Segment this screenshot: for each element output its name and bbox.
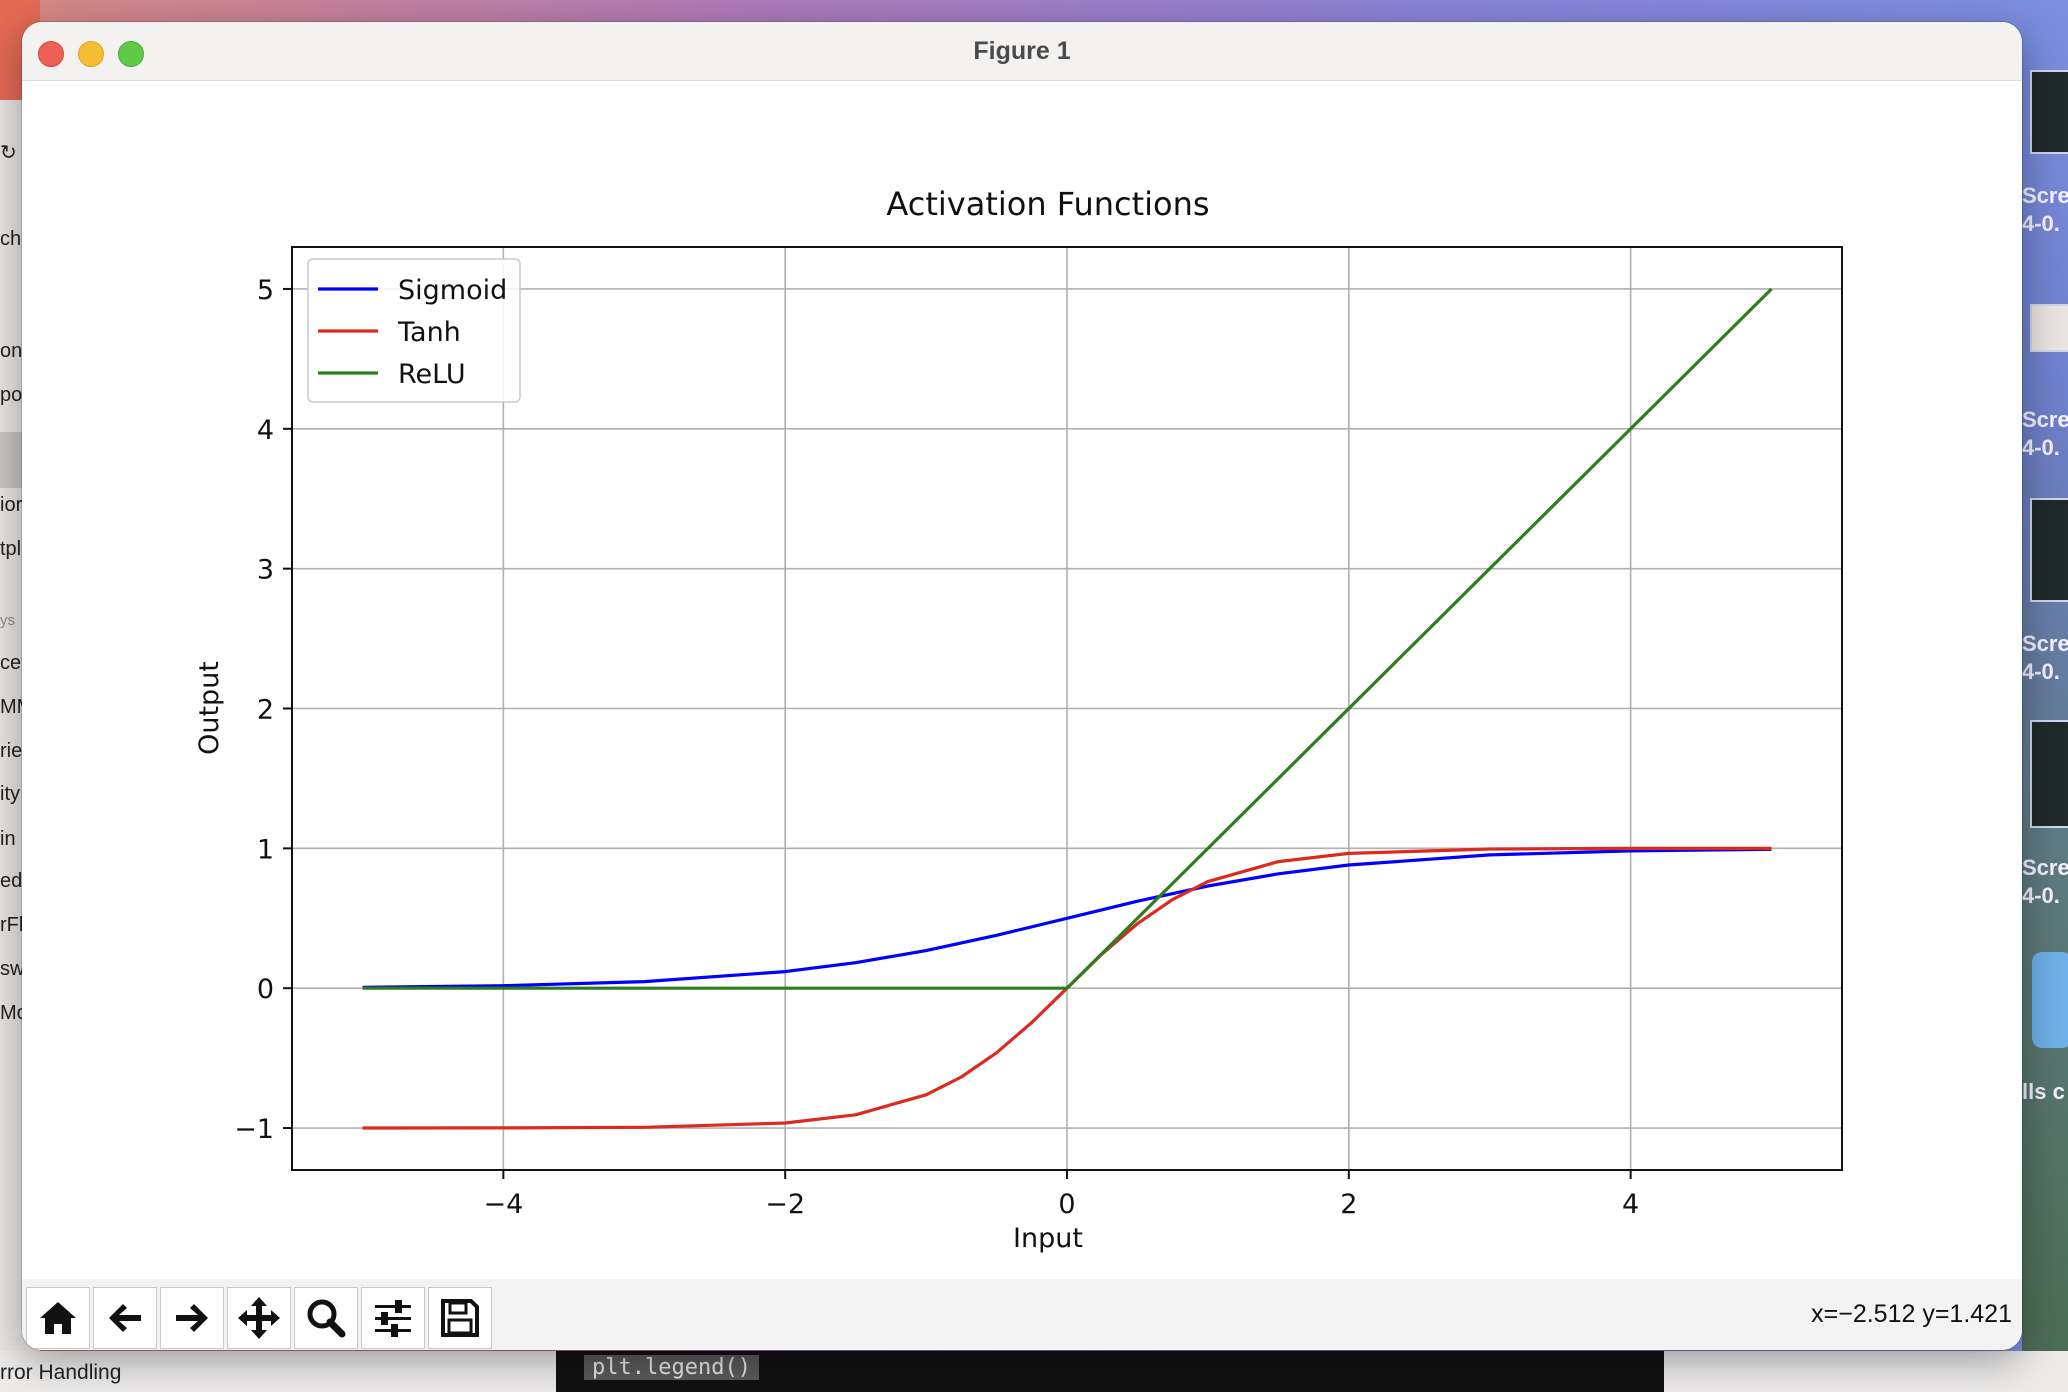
- background-text-fragment: on: [0, 340, 23, 362]
- background-text-fragment: Mo: [0, 1002, 28, 1024]
- background-text-fragment: ed: [0, 870, 23, 892]
- thumbnail-caption: Scre 4-0.: [2022, 183, 2068, 236]
- move-icon: [238, 1297, 280, 1339]
- background-bottom-strip: rror Handling plt.legend(): [0, 1351, 2068, 1392]
- chart-title: Activation Functions: [886, 185, 1209, 223]
- pan-button[interactable]: [227, 1287, 291, 1349]
- screenshot-thumbnail: [2030, 70, 2068, 154]
- title-bar[interactable]: Figure 1: [22, 22, 2022, 81]
- background-text-fragment: ↻: [0, 142, 17, 164]
- x-tick-label: 4: [1622, 1189, 1639, 1220]
- window-title: Figure 1: [973, 37, 1071, 65]
- background-text-fragment: rFl: [0, 914, 24, 936]
- home-icon: [40, 1302, 76, 1334]
- thumbnail-caption: Scre 4-0.: [2022, 631, 2068, 684]
- arrow-left-icon: [109, 1304, 141, 1332]
- magnifier-icon: [307, 1299, 346, 1338]
- legend-box: [307, 258, 521, 403]
- zoom-window-button[interactable]: [118, 41, 144, 67]
- thumbnail-caption: Scre 4-0.: [2022, 407, 2068, 460]
- legend: Sigmoid Tanh ReLU: [307, 258, 521, 403]
- x-tick-label: 2: [1340, 1189, 1357, 1220]
- background-text-fragment: ce: [0, 652, 22, 674]
- background-text-fragment: rie: [0, 740, 23, 762]
- x-tick-label: 0: [1058, 1189, 1075, 1220]
- thumbnail-caption: lls c: [2022, 1079, 2065, 1104]
- save-button[interactable]: [428, 1287, 492, 1349]
- minimize-window-button[interactable]: [78, 41, 104, 67]
- desktop-right-edge: Scre 4-0. Scre 4-0. Scre 4-0. Scre 4-0. lls c: [2022, 0, 2068, 1392]
- y-tick-label: 3: [257, 555, 274, 586]
- legend-label: Sigmoid: [398, 275, 507, 306]
- menubar-peek: [0, 0, 2068, 14]
- background-text-fragment: po: [0, 384, 23, 406]
- y-tick-label: 0: [257, 974, 274, 1005]
- x-tick-label: −2: [765, 1189, 805, 1220]
- background-text-fragment: sw: [0, 958, 25, 980]
- background-text-fragment: tpl: [0, 538, 22, 560]
- forward-button[interactable]: [160, 1287, 224, 1349]
- figure-canvas[interactable]: Activation Functions −4 −2 0 2 4 −1 0 1 2 3 4 5 Inp…: [22, 81, 2022, 1301]
- navigation-toolbar: x=−2.512 y=1.421: [22, 1279, 2022, 1350]
- y-tick-label: 2: [257, 695, 274, 726]
- background-text-fragment: ior: [0, 494, 23, 516]
- series-line-relu: [362, 287, 1773, 990]
- legend-label: Tanh: [397, 317, 461, 348]
- screenshot-thumbnail: [2030, 720, 2068, 828]
- series-line-sigmoid: [362, 847, 1772, 989]
- background-note: rror Handling: [0, 1361, 122, 1384]
- configure-subplots-button[interactable]: [361, 1287, 425, 1349]
- y-tick-label: 5: [257, 275, 274, 306]
- background-text-fragment: ity: [0, 783, 20, 805]
- home-button[interactable]: [26, 1287, 90, 1349]
- arrow-right-icon: [176, 1304, 208, 1332]
- floppy-disk-icon: [441, 1299, 479, 1337]
- x-tick-label: −4: [483, 1189, 523, 1220]
- folder-icon: [2032, 952, 2068, 1048]
- zoom-button[interactable]: [294, 1287, 358, 1349]
- legend-label: ReLU: [398, 359, 466, 390]
- back-button[interactable]: [93, 1287, 157, 1349]
- screenshot-thumbnail: [2030, 498, 2068, 602]
- screenshot-thumbnail: [2030, 304, 2068, 352]
- cursor-coordinates: x=−2.512 y=1.421: [1811, 1300, 2012, 1328]
- background-terminal: plt.legend(): [556, 1351, 1664, 1392]
- thumbnail-caption: Scre 4-0.: [2022, 855, 2068, 908]
- sliders-icon: [375, 1300, 411, 1337]
- y-axis-label: Output: [194, 661, 225, 755]
- background-text-fragment: in: [0, 828, 16, 850]
- figure-window: Figure 1 Activation Functions −4 −2 0 2 4 −1 0…: [22, 22, 2022, 1350]
- terminal-code-line: plt.legend(): [584, 1355, 759, 1380]
- y-tick-label: 1: [257, 834, 274, 865]
- y-tick-label: −1: [234, 1114, 274, 1145]
- x-axis-label: Input: [1013, 1223, 1083, 1254]
- close-window-button[interactable]: [38, 41, 64, 67]
- chart[interactable]: Activation Functions −4 −2 0 2 4 −1 0 1 2 3 4 5 Inp…: [22, 81, 2022, 1301]
- background-text-fragment: ys: [0, 612, 15, 629]
- y-tick-label: 4: [257, 415, 274, 446]
